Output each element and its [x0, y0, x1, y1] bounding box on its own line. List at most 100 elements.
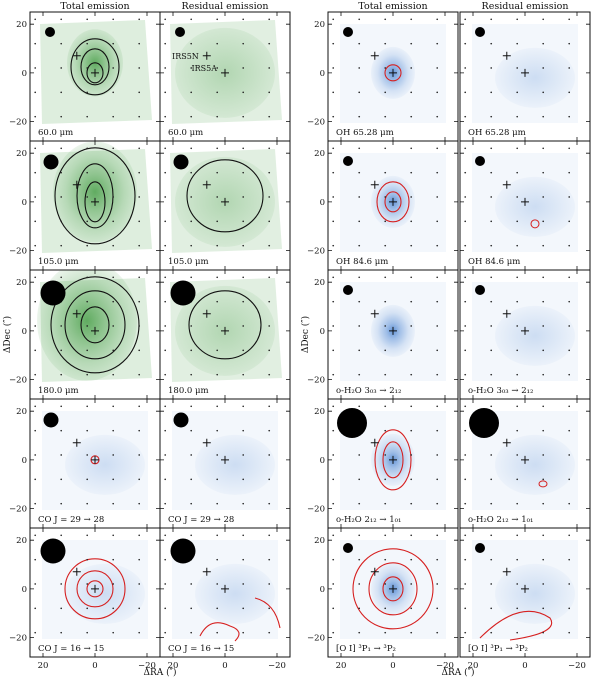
map-panel: o-H₂O 2₁₂ → 1₀₁ [327, 398, 459, 529]
panel-label: CO J = 29 → 28 [168, 515, 234, 525]
y-tick-label: −20 [307, 247, 325, 257]
map-panel: OH 65.28 μm [327, 11, 459, 142]
panel-label: 180.0 μm [38, 386, 79, 396]
panel-label: 60.0 μm [38, 128, 73, 138]
panel-label: 105.0 μm [38, 257, 79, 267]
panel-label: 60.0 μm [168, 128, 203, 138]
y-axis-label: ΔDec (″) [2, 316, 13, 353]
x-tick-label: −20 [436, 661, 454, 671]
y-tick-label: −20 [307, 505, 325, 515]
y-tick-label: 20 [16, 149, 27, 159]
x-axis-label: ΔRA (″) [441, 667, 474, 678]
y-tick-label: −20 [307, 118, 325, 128]
map-panel: [O I] ³P₁ → ³P₂ [459, 527, 591, 658]
map-panel: o-H₂O 3₀₃ → 2₁₂ [327, 269, 459, 400]
source-label-irs5a: IRS5A [191, 64, 217, 73]
column-header: Residual emission [182, 1, 269, 12]
column-header: Total emission [60, 1, 129, 12]
beam-marker [475, 27, 485, 37]
y-tick-label: 0 [320, 198, 325, 208]
column-header: Residual emission [482, 1, 569, 12]
y-tick-label: 0 [22, 456, 27, 466]
x-tick-label: 0 [390, 661, 395, 671]
y-tick-label: −20 [9, 247, 27, 257]
y-tick-label: 20 [314, 20, 325, 30]
y-tick-label: −20 [9, 505, 27, 515]
beam-marker [40, 280, 66, 306]
panel-label: CO J = 16 → 15 [168, 644, 234, 654]
panel-label: o-H₂O 3₀₃ → 2₁₂ [468, 386, 533, 396]
x-tick-label: −20 [268, 661, 286, 671]
column-header: Total emission [358, 1, 427, 12]
panel-label: OH 65.28 μm [468, 128, 526, 138]
x-tick-label: 20 [468, 661, 479, 671]
panel-label: 105.0 μm [168, 257, 209, 267]
panel-label: CO J = 29 → 28 [38, 515, 104, 525]
panel-label: o-H₂O 2₁₂ → 1₀₁ [336, 515, 401, 525]
beam-marker [343, 27, 353, 37]
beam-marker [40, 538, 66, 564]
y-tick-label: 0 [22, 585, 27, 595]
beam-marker [170, 538, 196, 564]
y-axis-label: ΔDec (″) [300, 316, 311, 353]
y-tick-label: 0 [22, 198, 27, 208]
beam-marker [337, 408, 367, 438]
beam-marker [475, 543, 485, 553]
source-label-irs5n: IRS5N [172, 52, 199, 61]
map-panel: o-H₂O 2₁₂ → 1₀₁ [459, 398, 591, 529]
y-tick-label: −20 [307, 376, 325, 386]
y-tick-label: 20 [314, 536, 325, 546]
map-panel: CO J = 29 → 28 [29, 398, 161, 529]
beam-marker [475, 156, 485, 166]
beam-marker [343, 543, 353, 553]
beam-marker [475, 285, 485, 295]
beam-marker [173, 154, 189, 170]
map-panel: 180.0 μm [159, 269, 291, 400]
map-panel: [O I] ³P₁ → ³P₂ [327, 527, 459, 658]
panel-label: [O I] ³P₁ → ³P₂ [336, 644, 396, 654]
map-panel: OH 84.6 μm [327, 140, 459, 271]
beam-marker [43, 154, 59, 170]
map-panel: CO J = 29 → 28 [159, 398, 291, 529]
y-tick-label: 0 [320, 585, 325, 595]
y-tick-label: −20 [9, 376, 27, 386]
y-tick-label: 20 [16, 20, 27, 30]
x-axis-label: ΔRA (″) [143, 667, 176, 678]
beam-marker [45, 27, 55, 37]
y-tick-label: −20 [9, 118, 27, 128]
map-panel: CO J = 16 → 15 [29, 527, 161, 658]
y-tick-label: 20 [16, 536, 27, 546]
panel-label: OH 84.6 μm [336, 257, 388, 267]
x-tick-label: 0 [222, 661, 227, 671]
y-tick-label: 0 [22, 327, 27, 337]
map-panel: 60.0 μm [29, 11, 161, 142]
y-tick-label: 20 [16, 278, 27, 288]
x-tick-label: −20 [138, 661, 156, 671]
map-panel: 180.0 μm [29, 269, 161, 400]
map-panel: OH 84.6 μm [459, 140, 591, 271]
panel-label: o-H₂O 2₁₂ → 1₀₁ [468, 515, 533, 525]
panel-label: OH 65.28 μm [336, 128, 394, 138]
map-panel: o-H₂O 3₀₃ → 2₁₂ [459, 269, 591, 400]
beam-marker [170, 280, 196, 306]
x-tick-label: 0 [92, 661, 97, 671]
y-tick-label: 20 [314, 407, 325, 417]
map-panel: OH 65.28 μm [459, 11, 591, 142]
beam-marker [175, 27, 185, 37]
x-tick-label: 20 [336, 661, 347, 671]
map-panel: 105.0 μm [159, 140, 291, 271]
y-tick-label: 20 [314, 149, 325, 159]
map-panel: 105.0 μm [29, 140, 161, 271]
panel-label: CO J = 16 → 15 [38, 644, 104, 654]
y-tick-label: 20 [314, 278, 325, 288]
panel-label: OH 84.6 μm [468, 257, 520, 267]
y-tick-label: −20 [307, 634, 325, 644]
beam-marker [173, 412, 189, 428]
y-tick-label: 0 [320, 327, 325, 337]
y-tick-label: 0 [320, 456, 325, 466]
y-tick-label: −20 [9, 634, 27, 644]
map-panel: 60.0 μm IRS5N IRS5A [159, 11, 291, 142]
y-tick-label: 20 [16, 407, 27, 417]
beam-marker [469, 408, 499, 438]
